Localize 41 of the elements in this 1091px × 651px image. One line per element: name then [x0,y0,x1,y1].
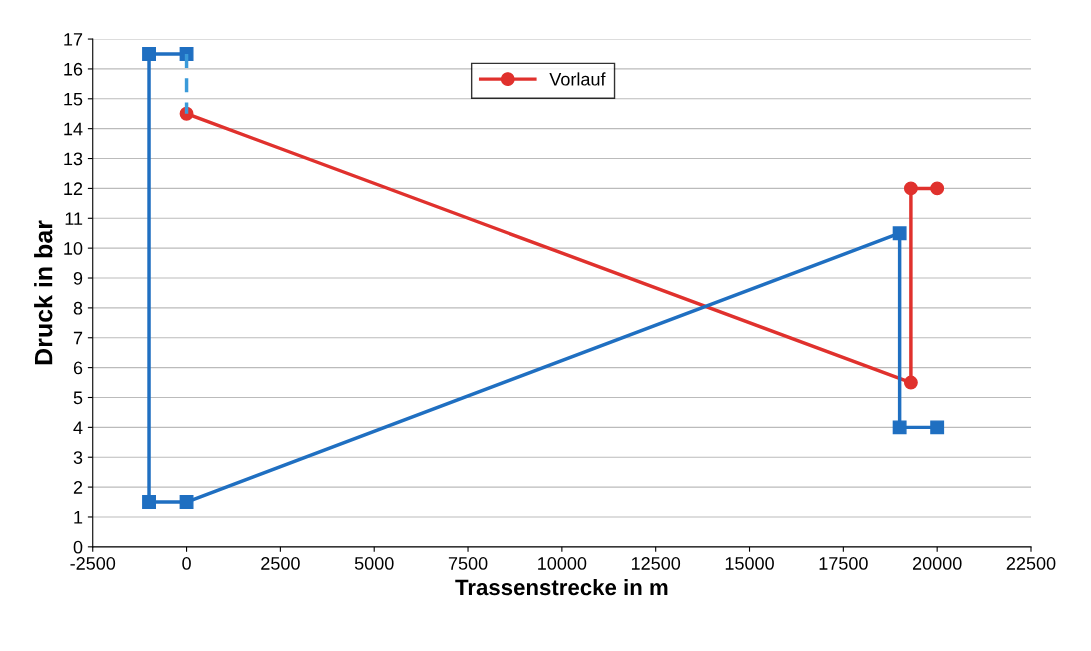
x-tick-label: 7500 [448,557,488,570]
y-tick-label: 15 [64,92,83,106]
point [179,495,194,509]
point [930,181,945,196]
y-tick-label: 16 [64,62,83,76]
x-tick-label: 2500 [261,557,300,570]
y-tick-label: 11 [65,212,83,225]
x-tick-label: 15000 [725,557,774,570]
y-tick-label: 10 [64,242,83,255]
y-tick-label: 12 [64,182,83,195]
point [142,495,156,509]
y-tick-label: 1 [74,511,83,524]
x-tick-label: 0 [182,557,191,570]
x-tick-label: 22500 [1006,557,1056,570]
x-tick-label: 5000 [354,557,394,570]
y-tick-label: 4 [73,421,83,434]
x-tick-label: 20000 [912,557,962,570]
point [142,47,156,61]
x-tick-label: -2500 [70,557,116,570]
point [903,375,918,390]
y-tick-label: 0 [73,540,83,554]
x-tick-label: 17500 [819,557,868,570]
y-tick-label: 13 [64,152,83,166]
x-tick-label: 10000 [538,557,587,570]
y-tick-label: 5 [73,391,83,405]
y-tick-label: 14 [64,122,83,136]
point [930,420,945,435]
y-tick-label: 7 [73,331,83,345]
legend-label: Vorlauf [549,72,606,86]
y-tick-label: 3 [73,451,83,464]
y-tick-label: 2 [73,481,83,494]
x-tick-label: 12500 [631,557,681,570]
y-tick-label: 6 [73,361,83,375]
x-axis-title: Trassenstrecke in m [455,578,668,596]
point [903,181,918,196]
point [892,420,907,435]
point [892,226,907,241]
y-axis-title: Druck in bar [34,220,53,365]
y-tick-label: 17 [64,33,83,46]
y-tick-label: 8 [73,301,83,315]
y-tick-label: 9 [73,271,83,285]
